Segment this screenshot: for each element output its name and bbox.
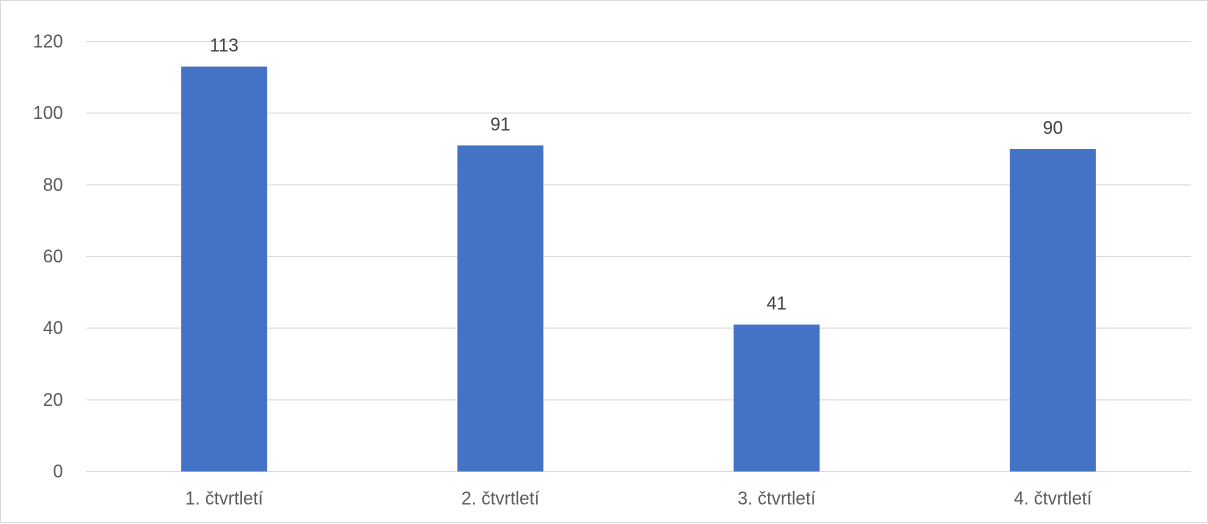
x-tick-label-4: 4. čtvrtletí: [1014, 489, 1092, 509]
x-tick-label-2: 2. čtvrtletí: [461, 489, 539, 509]
y-tick-label: 120: [33, 32, 63, 52]
gridlines: [86, 41, 1191, 472]
y-axis-tick-labels: 0 20 40 60 80 100 120: [33, 32, 63, 482]
x-axis-tick-labels: 1. čtvrtletí 2. čtvrtletí 3. čtvrtletí 4. č…: [185, 489, 1092, 509]
x-tick-label-3: 3. čtvrtletí: [738, 489, 816, 509]
y-tick-label: 100: [33, 103, 63, 123]
bars: [181, 66, 1096, 472]
data-label-1: 113: [210, 36, 239, 56]
bar-1: [181, 66, 268, 472]
x-tick-label-1: 1. čtvrtletí: [185, 489, 263, 509]
bar-3: [733, 324, 820, 472]
data-label-3: 41: [767, 294, 787, 314]
y-tick-label: 0: [53, 462, 63, 482]
data-label-2: 91: [490, 114, 510, 134]
bar-2: [457, 145, 544, 472]
y-tick-label: 80: [43, 175, 63, 195]
data-labels: 113 91 41 90: [210, 36, 1063, 314]
y-tick-label: 40: [43, 318, 63, 338]
y-tick-label: 20: [43, 390, 63, 410]
bar-4: [1009, 149, 1096, 472]
data-label-4: 90: [1043, 118, 1063, 138]
y-tick-label: 60: [43, 247, 63, 267]
